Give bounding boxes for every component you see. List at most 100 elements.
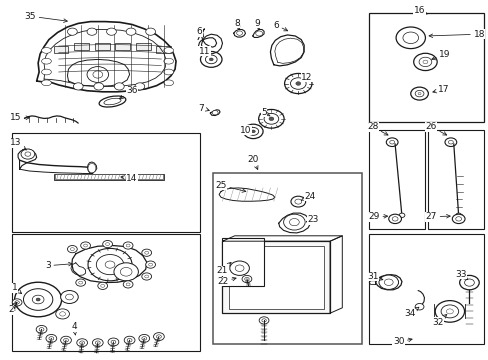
Bar [55, 174, 163, 179]
Text: 25: 25 [215, 181, 245, 192]
Circle shape [76, 279, 85, 286]
Circle shape [417, 93, 420, 95]
Circle shape [153, 333, 164, 341]
Circle shape [67, 28, 77, 35]
Text: 29: 29 [367, 212, 387, 221]
Bar [427, 130, 483, 229]
Circle shape [386, 138, 397, 147]
Circle shape [258, 109, 284, 128]
Text: 3: 3 [45, 261, 72, 270]
Text: 17: 17 [432, 85, 449, 94]
Bar [156, 46, 171, 53]
Text: 22: 22 [217, 277, 236, 286]
Bar [222, 238, 264, 286]
Text: 24: 24 [301, 192, 315, 201]
Text: 15: 15 [10, 113, 30, 122]
Circle shape [156, 335, 161, 338]
Circle shape [98, 282, 107, 289]
Bar [136, 43, 150, 50]
Circle shape [200, 51, 222, 67]
Circle shape [418, 57, 431, 67]
Text: 5: 5 [261, 108, 269, 117]
Circle shape [398, 213, 404, 217]
Circle shape [92, 339, 103, 347]
Circle shape [105, 261, 115, 268]
Circle shape [284, 73, 311, 94]
Text: 6: 6 [196, 27, 203, 37]
Circle shape [290, 196, 305, 207]
Ellipse shape [41, 58, 51, 64]
Text: 7: 7 [198, 104, 209, 112]
Circle shape [148, 263, 152, 266]
Circle shape [236, 31, 242, 35]
Circle shape [73, 83, 83, 90]
Circle shape [25, 152, 31, 156]
Text: 19: 19 [431, 50, 450, 60]
Circle shape [126, 244, 130, 247]
Ellipse shape [88, 163, 96, 173]
Circle shape [142, 249, 151, 256]
Text: 23: 23 [306, 215, 318, 224]
Circle shape [39, 328, 44, 331]
Text: 34: 34 [403, 307, 418, 318]
Circle shape [61, 336, 71, 344]
Circle shape [70, 248, 74, 251]
Text: 33: 33 [454, 270, 467, 280]
Circle shape [395, 27, 425, 49]
Circle shape [243, 124, 263, 139]
Ellipse shape [41, 80, 51, 86]
Bar [54, 46, 68, 53]
Circle shape [414, 303, 423, 310]
Circle shape [389, 140, 394, 144]
Circle shape [120, 267, 132, 276]
Text: 13: 13 [10, 139, 26, 150]
Text: 6: 6 [273, 21, 287, 31]
Ellipse shape [103, 98, 121, 105]
Circle shape [49, 337, 54, 340]
Circle shape [36, 298, 40, 301]
Text: 26: 26 [425, 122, 446, 135]
Circle shape [56, 309, 69, 319]
Text: 9: 9 [254, 19, 260, 30]
Text: 8: 8 [234, 19, 240, 30]
Ellipse shape [41, 69, 51, 75]
Circle shape [290, 78, 305, 89]
Bar [368, 234, 483, 344]
Circle shape [414, 90, 423, 97]
Circle shape [402, 32, 418, 44]
Circle shape [289, 219, 299, 226]
Text: 28: 28 [366, 122, 387, 135]
Circle shape [65, 294, 73, 300]
Circle shape [440, 305, 458, 318]
Circle shape [212, 111, 218, 115]
Circle shape [126, 283, 130, 286]
Circle shape [444, 138, 456, 147]
Circle shape [79, 281, 82, 284]
Circle shape [142, 273, 151, 280]
Text: 32: 32 [431, 315, 446, 327]
Circle shape [259, 317, 268, 324]
Circle shape [96, 255, 123, 275]
Circle shape [15, 301, 20, 304]
Circle shape [378, 275, 398, 289]
Circle shape [87, 28, 97, 35]
Circle shape [114, 83, 124, 90]
Circle shape [126, 28, 136, 35]
Circle shape [295, 82, 300, 85]
Circle shape [384, 279, 392, 285]
Circle shape [251, 130, 255, 133]
Circle shape [464, 279, 473, 286]
Circle shape [36, 325, 47, 333]
Circle shape [123, 281, 133, 288]
Text: 30: 30 [392, 338, 411, 346]
Circle shape [268, 117, 273, 121]
Text: 10: 10 [240, 126, 252, 135]
Bar [54, 174, 163, 180]
Circle shape [283, 214, 305, 230]
Circle shape [83, 244, 87, 247]
Circle shape [94, 83, 103, 90]
Circle shape [413, 53, 436, 71]
Circle shape [244, 277, 248, 281]
Circle shape [21, 149, 35, 159]
Circle shape [388, 214, 401, 224]
